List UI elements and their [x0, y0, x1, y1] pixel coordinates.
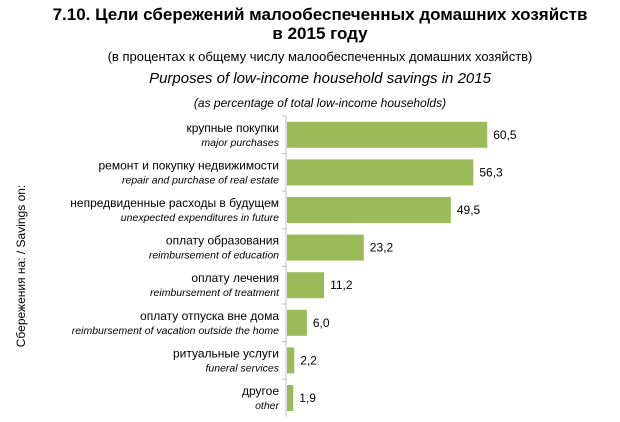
- bar-value-label: 2,2: [300, 353, 317, 367]
- category-label-en: unexpected expenditures in future: [121, 212, 279, 224]
- bar-value-label: 6,0: [313, 316, 330, 330]
- category-label-ru: оплату образования: [166, 234, 279, 248]
- bar: [287, 309, 307, 336]
- bar-value-label: 11,2: [330, 278, 353, 292]
- bar-value-label: 56,3: [479, 165, 503, 179]
- bar: [287, 234, 364, 261]
- category-label-en: reimbursement of education: [149, 250, 279, 262]
- category-label-ru: ритуальные услуги: [173, 346, 279, 360]
- chart-subtitle-en: (as percentage of total low-income house…: [193, 96, 447, 110]
- bar: [287, 197, 451, 223]
- bar-value-label: 60,5: [493, 128, 517, 142]
- category-label-en: funeral services: [205, 362, 279, 374]
- category-label-en: reimbursement of treatment: [150, 287, 280, 299]
- chart-title-line1: 7.10. Цели сбережений малообеспеченных д…: [52, 5, 588, 24]
- category-label-ru: оплату отпуска вне дома: [140, 309, 279, 323]
- category-label-ru: непредвиденные расходы в будущем: [70, 196, 279, 210]
- bar: [287, 385, 294, 411]
- bar-value-label: 49,5: [457, 203, 481, 217]
- bar: [287, 121, 488, 148]
- category-label-en: major purchases: [201, 137, 279, 149]
- category-label-ru: крупные покупки: [186, 121, 279, 135]
- category-label-ru: ремонт и покупку недвижимости: [98, 158, 279, 172]
- category-label-en: repair and purchase of real estate: [122, 174, 279, 186]
- category-label-en: other: [255, 400, 279, 412]
- category-label-en: reimbursement of vacation outside the ho…: [72, 325, 279, 337]
- bar: [287, 347, 295, 374]
- category-label-ru: оплату лечения: [191, 271, 279, 285]
- category-label-ru: другое: [242, 384, 279, 398]
- chart-title-line2: в 2015 году: [272, 24, 368, 43]
- bar: [287, 272, 325, 299]
- bar: [287, 159, 474, 186]
- chart-title-en: Purposes of low-income household savings…: [149, 70, 491, 87]
- bar-value-label: 1,9: [299, 391, 316, 405]
- chart-subtitle: (в процентах к общему числу малообеспече…: [107, 49, 533, 64]
- bar-value-label: 23,2: [370, 241, 394, 255]
